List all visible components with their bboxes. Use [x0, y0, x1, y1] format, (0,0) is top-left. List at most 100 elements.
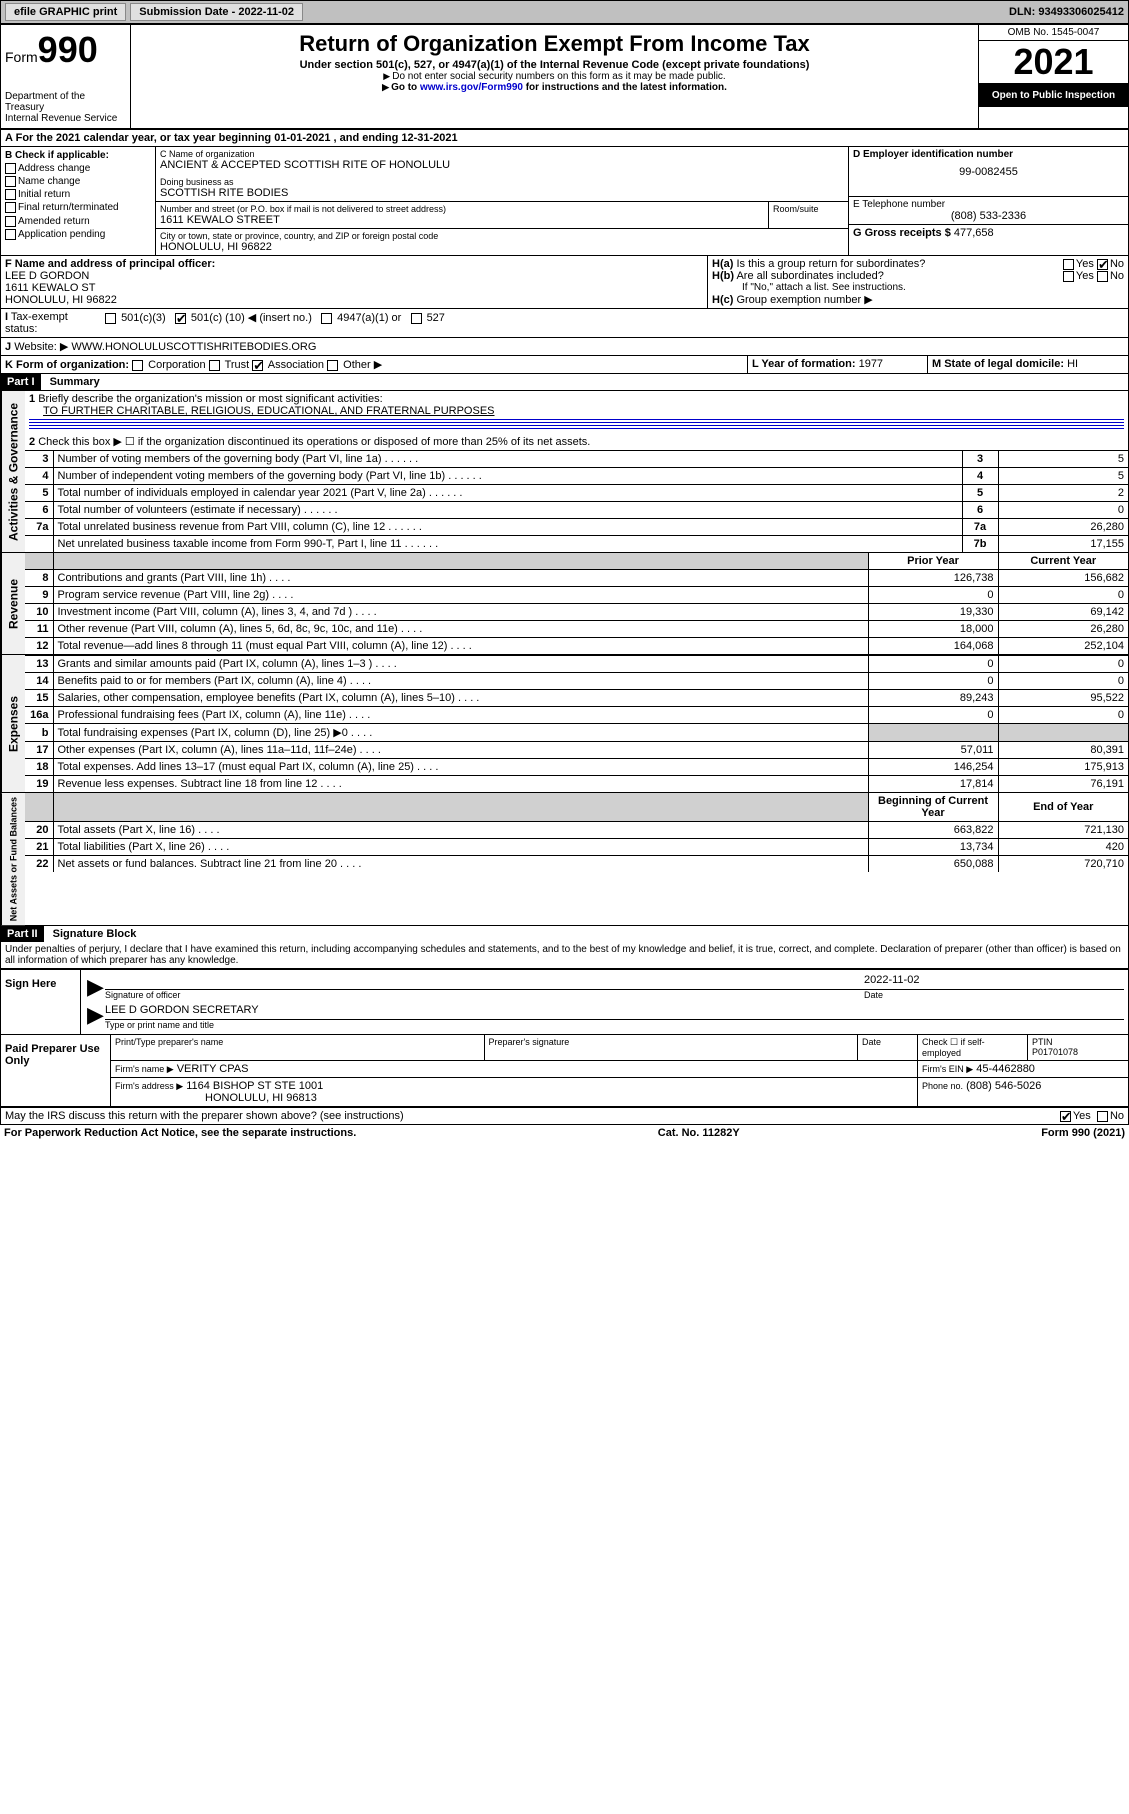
netassets-block: Net Assets or Fund Balances Beginning of…: [1, 792, 1128, 925]
b-amended-label: Amended return: [18, 216, 90, 227]
room-label: Room/suite: [768, 202, 848, 228]
dba: SCOTTISH RITE BODIES: [160, 187, 844, 199]
section-c: C Name of organization ANCIENT & ACCEPTE…: [156, 147, 848, 255]
officer-printed: LEE D GORDON SECRETARY: [105, 1004, 1124, 1020]
form-rev: Form 990 (2021): [1041, 1127, 1125, 1139]
city-label: City or town, state or province, country…: [160, 231, 844, 241]
prep-name-label: Print/Type preparer's name: [111, 1035, 485, 1060]
subdate-btn[interactable]: Submission Date - 2022-11-02: [130, 3, 303, 21]
section-g: G Gross receipts $ 477,658: [849, 225, 1128, 241]
b-pending-label: Application pending: [18, 229, 105, 240]
website: WWW.HONOLULUSCOTTISHRITEBODIES.ORG: [71, 341, 316, 353]
governance-block: Activities & Governance 1 Briefly descri…: [1, 390, 1128, 552]
hb-no: No: [1110, 270, 1124, 282]
line-m: M State of legal domicile: HI: [928, 356, 1128, 373]
sign-here: Sign Here: [1, 970, 81, 1034]
h-b: H(b) Are all subordinates included? Yes …: [712, 270, 1124, 282]
part-i-header: Part I Summary: [1, 374, 1128, 390]
revenue-block: Revenue Prior Year Current Year 8Contrib…: [1, 552, 1128, 654]
vlabel-governance: Activities & Governance: [1, 391, 25, 552]
top-bar: efile GRAPHIC print Submission Date - 20…: [0, 0, 1129, 24]
k-other: Other ▶: [343, 359, 382, 371]
prep-sig-label: Preparer's signature: [485, 1035, 859, 1060]
addr-label: Firm's address ▶: [115, 1081, 183, 1091]
header-center: Return of Organization Exempt From Incom…: [131, 25, 978, 128]
part-ii-header: Part II Signature Block: [1, 925, 1128, 942]
l-label: L Year of formation:: [752, 358, 856, 370]
b-amended[interactable]: Amended return: [5, 215, 151, 228]
section-e: E Telephone number (808) 533-2336: [849, 197, 1128, 225]
ptin-label: PTIN: [1032, 1037, 1053, 1047]
street: 1611 KEWALO STREET: [160, 214, 764, 226]
firm-phone-cell: Phone no. (808) 546-5026: [918, 1078, 1128, 1106]
open-inspection: Open to Public Inspection: [979, 84, 1128, 107]
table-row: 21Total liabilities (Part X, line 26) . …: [25, 839, 1128, 856]
form-word: Form: [5, 49, 38, 65]
b-initial[interactable]: Initial return: [5, 188, 151, 201]
table-row: 7aTotal unrelated business revenue from …: [25, 519, 1128, 536]
b-initial-label: Initial return: [18, 189, 70, 200]
subdate: 2022-11-02: [238, 6, 294, 18]
b-pending[interactable]: Application pending: [5, 228, 151, 241]
efile-btn[interactable]: efile GRAPHIC print: [5, 3, 126, 21]
table-row: 18Total expenses. Add lines 13–17 (must …: [25, 759, 1128, 776]
firm-phone: (808) 546-5026: [966, 1080, 1041, 1092]
table-row: 13Grants and similar amounts paid (Part …: [25, 656, 1128, 673]
dept: Department of the Treasury: [5, 91, 126, 113]
section-b: B Check if applicable: Address change Na…: [1, 147, 156, 255]
vlabel-net: Net Assets or Fund Balances: [1, 793, 25, 925]
table-row: 9Program service revenue (Part VIII, lin…: [25, 587, 1128, 604]
b-addr[interactable]: Address change: [5, 162, 151, 175]
city: HONOLULU, HI 96822: [160, 241, 844, 253]
form-num: 990: [38, 29, 98, 70]
b-addr-label: Address change: [18, 163, 90, 174]
table-row: bTotal fundraising expenses (Part IX, co…: [25, 724, 1128, 742]
vlabel-expenses: Expenses: [1, 655, 25, 792]
tax-year: 2021: [979, 41, 1128, 84]
f-label: F Name and address of principal officer:: [5, 258, 215, 270]
ein-label: Firm's EIN ▶: [922, 1064, 973, 1074]
prep-self-label: Check ☐ if self-employed: [918, 1035, 1028, 1060]
section-deg: D Employer identification number 99-0082…: [848, 147, 1128, 255]
exp-table: 13Grants and similar amounts paid (Part …: [25, 655, 1128, 792]
table-row: 15Salaries, other compensation, employee…: [25, 690, 1128, 707]
sig-date-label: Date: [864, 990, 1124, 1000]
table-row: 22Net assets or fund balances. Subtract …: [25, 856, 1128, 873]
line-l: L Year of formation: 1977: [748, 356, 928, 373]
d-label: D Employer identification number: [853, 149, 1124, 160]
hb-text: Are all subordinates included?: [736, 270, 883, 282]
table-row: 4Number of independent voting members of…: [25, 468, 1128, 485]
table-row: 20Total assets (Part X, line 16) . . . .…: [25, 822, 1128, 839]
officer-street: 1611 KEWALO ST: [5, 282, 95, 294]
line-i: I Tax-exempt status: 501(c)(3) 501(c) (1…: [1, 309, 1128, 338]
prep-date-label: Date: [858, 1035, 918, 1060]
form-header: Form990 Department of the Treasury Inter…: [1, 25, 1128, 130]
signature-block: Sign Here ▶ Signature of officer 2022-11…: [1, 968, 1128, 1108]
discuss-row: May the IRS discuss this return with the…: [1, 1108, 1128, 1124]
b-name[interactable]: Name change: [5, 175, 151, 188]
table-row: 5Total number of individuals employed in…: [25, 485, 1128, 502]
b-final[interactable]: Final return/terminated: [5, 201, 151, 214]
note-goto: Go to www.irs.gov/Form990 for instructio…: [139, 82, 970, 93]
sig-date: 2022-11-02: [864, 974, 1124, 990]
discuss-no: No: [1110, 1110, 1124, 1122]
declaration: Under penalties of perjury, I declare th…: [1, 942, 1128, 968]
c-name-block: C Name of organization ANCIENT & ACCEPTE…: [156, 147, 848, 202]
line-k: K Form of organization: Corporation Trus…: [1, 356, 748, 373]
c-street-block: Number and street (or P.O. box if mail i…: [156, 202, 768, 228]
e-label: E Telephone number: [853, 199, 1124, 210]
table-row: 17Other expenses (Part IX, column (A), l…: [25, 742, 1128, 759]
i-501c-pre: 501(c) (: [191, 312, 229, 324]
year-formed: 1977: [859, 358, 883, 370]
header-left: Form990 Department of the Treasury Inter…: [1, 25, 131, 128]
table-row: 14Benefits paid to or for members (Part …: [25, 673, 1128, 690]
i-label: Tax-exempt status:: [5, 311, 68, 335]
firm-ein: 45-4462880: [976, 1063, 1035, 1075]
form-subtitle: Under section 501(c), 527, or 4947(a)(1)…: [139, 59, 970, 71]
irs-link[interactable]: www.irs.gov/Form990: [420, 82, 523, 93]
hb-yes: Yes: [1076, 270, 1094, 282]
b-name-label: Name change: [18, 176, 80, 187]
i-501c-post: ) ◀ (insert no.): [241, 312, 312, 324]
officer-name: LEE D GORDON: [5, 270, 89, 282]
f-h-block: F Name and address of principal officer:…: [1, 256, 1128, 309]
